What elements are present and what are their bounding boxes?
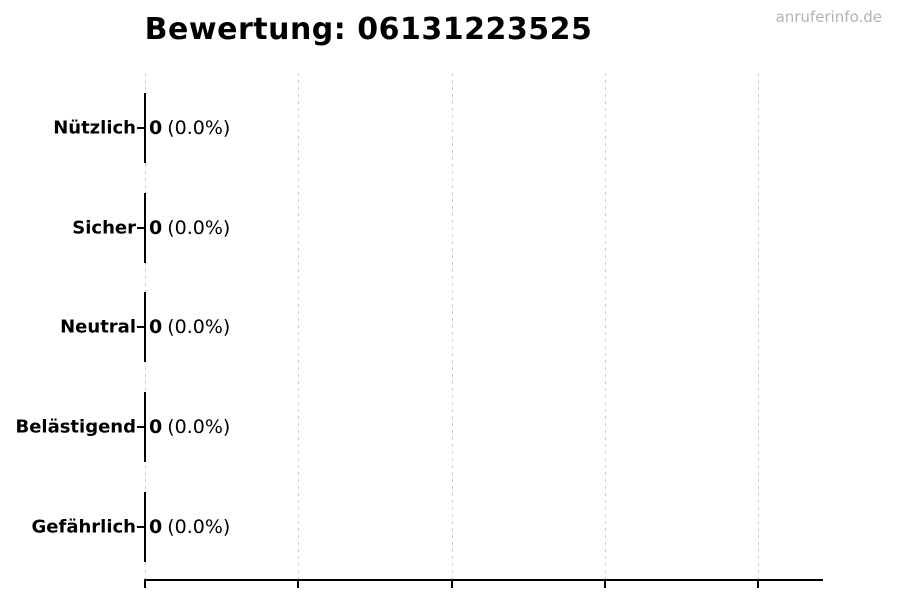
y-axis-tick (137, 526, 144, 528)
gridline-x3 (605, 73, 606, 579)
value-number: 0 (149, 117, 163, 139)
category-label: Neutral (60, 316, 136, 338)
bar-value-label: 0 (0.0%) (149, 516, 230, 538)
value-percent: (0.0%) (167, 416, 231, 438)
bar-zero-value (144, 292, 146, 362)
chart-row: Neutral 0 (0.0%) (0, 292, 900, 362)
value-percent: (0.0%) (167, 117, 231, 139)
bar-zero-value (144, 193, 146, 263)
x-axis-tick (757, 581, 759, 588)
category-label: Belästigend (15, 416, 136, 438)
bar-value-label: 0 (0.0%) (149, 316, 230, 338)
value-percent: (0.0%) (167, 516, 231, 538)
category-label: Nützlich (53, 117, 136, 139)
chart-row: Sicher 0 (0.0%) (0, 193, 900, 263)
x-axis-tick (604, 581, 606, 588)
value-percent: (0.0%) (167, 217, 231, 239)
value-number: 0 (149, 217, 163, 239)
gridline-x2 (452, 73, 453, 579)
y-axis-tick (137, 426, 144, 428)
value-number: 0 (149, 316, 163, 338)
value-number: 0 (149, 516, 163, 538)
bar-value-label: 0 (0.0%) (149, 117, 230, 139)
value-number: 0 (149, 416, 163, 438)
x-axis-tick (451, 581, 453, 588)
chart-title: Bewertung: 06131223525 (144, 12, 593, 47)
bar-value-label: 0 (0.0%) (149, 416, 230, 438)
gridline-x1 (298, 73, 299, 579)
bar-zero-value (144, 492, 146, 562)
chart-row: Belästigend 0 (0.0%) (0, 392, 900, 462)
value-percent: (0.0%) (167, 316, 231, 338)
bar-value-label: 0 (0.0%) (149, 217, 230, 239)
y-axis-tick (137, 127, 144, 129)
category-label: Gefährlich (31, 516, 136, 538)
bar-zero-value (144, 392, 146, 462)
x-axis-tick (297, 581, 299, 588)
category-label: Sicher (72, 217, 136, 239)
chart-row: Gefährlich 0 (0.0%) (0, 492, 900, 562)
y-axis-tick (137, 326, 144, 328)
y-axis-tick (137, 227, 144, 229)
x-axis-tick (144, 581, 146, 588)
chart-row: Nützlich 0 (0.0%) (0, 93, 900, 163)
x-axis-line (144, 579, 823, 581)
bar-zero-value (144, 93, 146, 163)
watermark-text: anruferinfo.de (775, 8, 882, 26)
gridline-x4 (758, 73, 759, 579)
